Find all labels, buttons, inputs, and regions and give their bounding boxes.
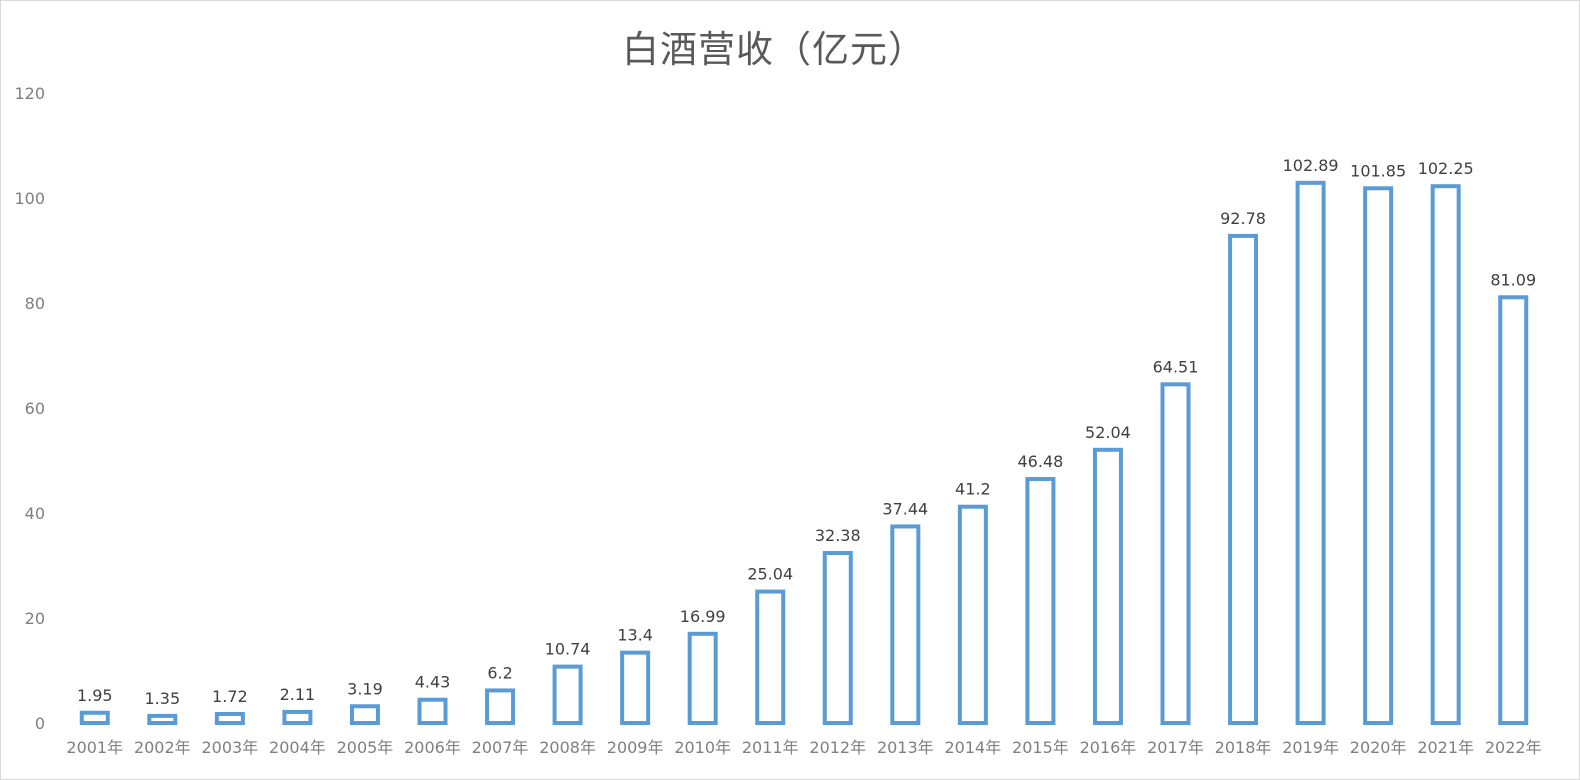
bar <box>1025 476 1056 726</box>
y-tick-label: 0 <box>35 714 45 733</box>
data-label: 32.38 <box>815 526 861 545</box>
bar <box>1228 233 1259 725</box>
x-tick-label: 2022年 <box>1485 738 1542 757</box>
x-tick-label: 2017年 <box>1147 738 1204 757</box>
data-label: 10.74 <box>545 640 591 659</box>
y-tick-label: 40 <box>25 504 45 523</box>
y-tick-label: 20 <box>25 609 45 628</box>
data-label: 81.09 <box>1490 270 1536 289</box>
bar <box>822 551 853 725</box>
bar <box>1092 447 1123 725</box>
data-label: 1.35 <box>145 689 181 708</box>
x-tick-label: 2006年 <box>404 738 461 757</box>
x-tick-label: 2019年 <box>1282 738 1339 757</box>
bar <box>214 711 245 725</box>
x-tick-label: 2012年 <box>809 738 866 757</box>
data-label: 25.04 <box>747 565 793 584</box>
y-tick-label: 80 <box>25 294 45 313</box>
y-axis: 0 20 40 60 80 100 120 <box>14 84 45 733</box>
bar-series <box>79 180 1529 726</box>
bar <box>1498 295 1529 725</box>
data-label: 101.85 <box>1350 161 1406 180</box>
bar <box>1295 180 1326 725</box>
x-tick-label: 2002年 <box>134 738 191 757</box>
data-label: 3.19 <box>347 679 383 698</box>
x-tick-label: 2018年 <box>1215 738 1272 757</box>
data-label: 46.48 <box>1018 452 1064 471</box>
data-label: 41.2 <box>955 480 991 499</box>
data-label: 92.78 <box>1220 209 1266 228</box>
x-tick-label: 2020年 <box>1350 738 1407 757</box>
bar <box>485 688 516 726</box>
x-tick-label: 2005年 <box>337 738 394 757</box>
x-tick-label: 2010年 <box>674 738 731 757</box>
data-label: 37.44 <box>882 499 928 518</box>
data-label: 102.89 <box>1283 156 1339 175</box>
data-label: 4.43 <box>415 673 451 692</box>
bar <box>147 713 178 725</box>
data-label: 13.4 <box>617 626 653 645</box>
y-tick-label: 120 <box>14 84 45 103</box>
x-tick-label: 2013年 <box>877 738 934 757</box>
x-tick-label: 2015年 <box>1012 738 1069 757</box>
x-tick-label: 2007年 <box>472 738 529 757</box>
bar <box>282 709 313 725</box>
x-tick-label: 2008年 <box>539 738 596 757</box>
data-label: 102.25 <box>1418 159 1474 178</box>
bar <box>79 710 110 726</box>
x-tick-label: 2011年 <box>742 738 799 757</box>
data-labels: 1.95 1.35 1.72 2.11 3.19 4.43 6.2 10.74 13.4 16.9… <box>77 156 1536 708</box>
x-tick-label: 2003年 <box>201 738 258 757</box>
bar <box>1160 382 1191 725</box>
data-label: 64.51 <box>1153 357 1199 376</box>
data-label: 6.2 <box>487 663 512 682</box>
x-tick-label: 2014年 <box>944 738 1001 757</box>
x-tick-label: 2001年 <box>66 738 123 757</box>
bar <box>417 697 448 725</box>
y-tick-label: 100 <box>14 189 45 208</box>
y-tick-label: 60 <box>25 399 45 418</box>
bar <box>620 650 651 726</box>
data-label: 1.72 <box>212 687 248 706</box>
data-label: 52.04 <box>1085 423 1131 442</box>
bar <box>1363 186 1394 726</box>
bar <box>687 631 718 725</box>
data-label: 16.99 <box>680 607 726 626</box>
x-tick-label: 2009年 <box>607 738 664 757</box>
bar <box>957 504 988 726</box>
x-axis: 2001年 2002年 2003年 2004年 2005年 2006年 2007年 2008年… <box>66 738 1541 757</box>
bar <box>552 664 583 725</box>
data-label: 2.11 <box>280 685 316 704</box>
data-label: 1.95 <box>77 686 113 705</box>
bar <box>349 704 380 726</box>
x-tick-label: 2004年 <box>269 738 326 757</box>
chart-title: 白酒营收（亿元） <box>622 28 926 71</box>
x-tick-label: 2021年 <box>1417 738 1474 757</box>
bar <box>890 524 921 725</box>
x-tick-label: 2016年 <box>1080 738 1137 757</box>
bar <box>755 589 786 725</box>
bar <box>1430 184 1461 725</box>
